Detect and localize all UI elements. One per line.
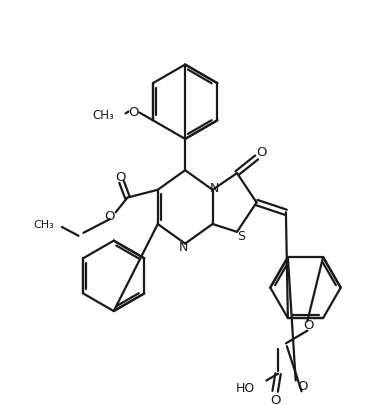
Text: HO: HO — [235, 381, 255, 394]
Text: O: O — [297, 379, 308, 392]
Text: CH₃: CH₃ — [33, 220, 54, 230]
Text: N: N — [179, 241, 188, 254]
Text: N: N — [210, 182, 219, 195]
Text: O: O — [270, 393, 280, 405]
Text: O: O — [303, 318, 314, 331]
Text: O: O — [104, 209, 115, 222]
Text: O: O — [128, 106, 139, 119]
Text: CH₃: CH₃ — [92, 109, 114, 122]
Text: S: S — [237, 230, 245, 243]
Text: O: O — [256, 146, 267, 159]
Text: O: O — [115, 170, 126, 183]
